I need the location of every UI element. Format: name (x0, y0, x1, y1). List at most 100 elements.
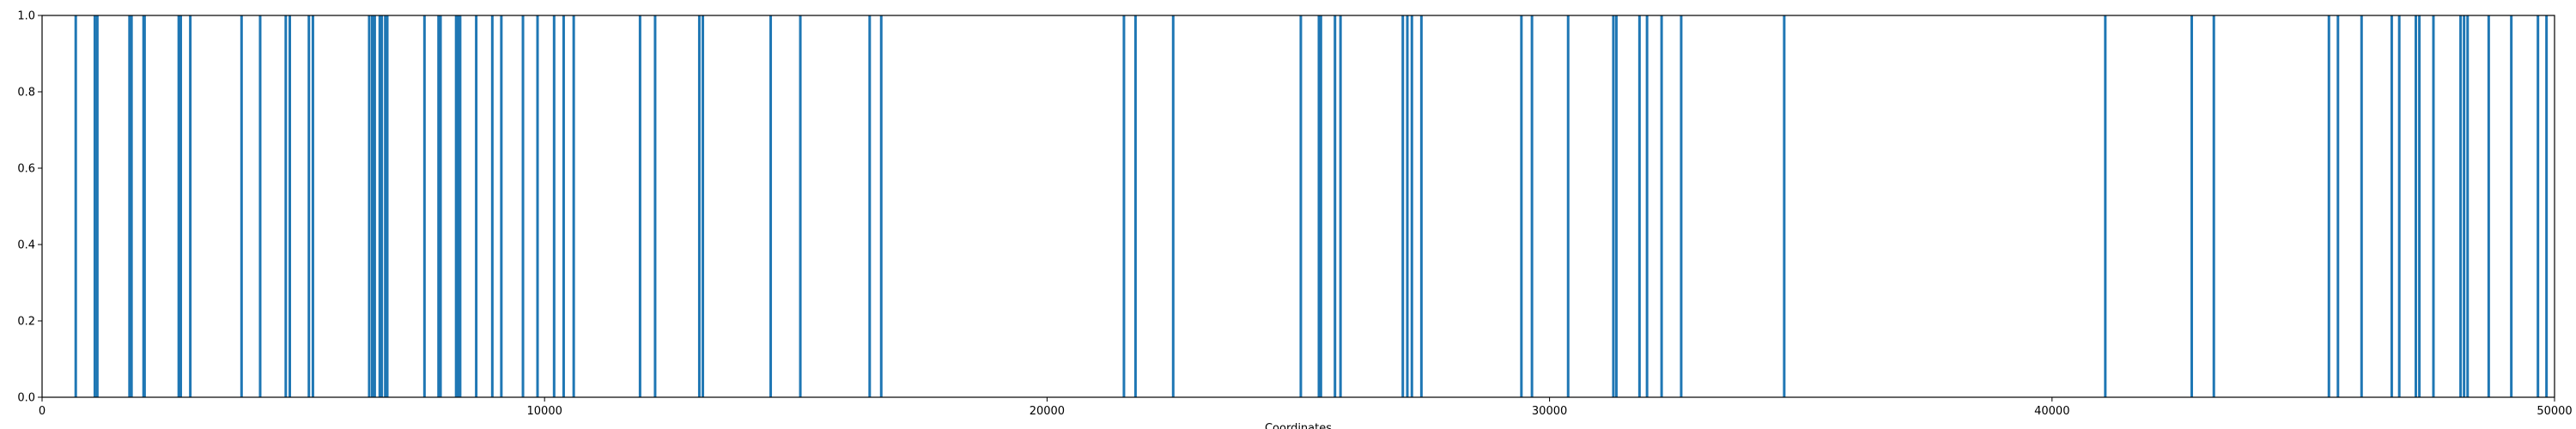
bar (2432, 15, 2435, 397)
bar (1122, 15, 1126, 397)
bar (1614, 15, 1618, 397)
bar (1645, 15, 1649, 397)
bar (552, 15, 556, 397)
bar (1419, 15, 1423, 397)
bar (1612, 15, 1615, 397)
y-tick-label: 0.6 (17, 163, 35, 176)
bar (2414, 15, 2417, 397)
bar (457, 15, 460, 397)
bar (422, 15, 426, 397)
bar (2466, 15, 2470, 397)
bar (475, 15, 478, 397)
bar (1410, 15, 1413, 397)
bar (95, 15, 99, 397)
bar (1530, 15, 1534, 397)
bar (500, 15, 503, 397)
bar (1317, 15, 1321, 397)
bar (638, 15, 641, 397)
bar (1680, 15, 1683, 397)
bar (373, 15, 376, 397)
bar (1660, 15, 1663, 397)
bar (74, 15, 77, 397)
bar (1566, 15, 1570, 397)
bar (879, 15, 883, 397)
bar (459, 15, 462, 397)
y-tick-label: 1.0 (17, 10, 35, 23)
bar (289, 15, 291, 397)
bar (2487, 15, 2490, 397)
bar (311, 15, 314, 397)
y-axis: 0.0 0.2 0.4 0.6 0.8 1.0 (17, 10, 42, 405)
x-axis-label: Coordinates (1265, 422, 1332, 429)
bar (189, 15, 192, 397)
x-tick-label: 30000 (1532, 405, 1567, 418)
bar (2510, 15, 2513, 397)
x-tick-label: 20000 (1030, 405, 1065, 418)
bar (1299, 15, 1303, 397)
bar (2545, 15, 2549, 397)
bar (1339, 15, 1342, 397)
bar (2327, 15, 2330, 397)
bar (769, 15, 773, 397)
bar (799, 15, 802, 397)
x-tick-label: 0 (39, 405, 46, 418)
bar (128, 15, 131, 397)
bar (2190, 15, 2193, 397)
y-tick-label: 0.2 (17, 316, 35, 329)
bar (437, 15, 440, 397)
bar (93, 15, 96, 397)
bar (143, 15, 146, 397)
bar (1783, 15, 1786, 397)
bar (2360, 15, 2363, 397)
bar (240, 15, 243, 397)
bar (1133, 15, 1137, 397)
y-tick-label: 0.0 (17, 392, 35, 405)
bar (490, 15, 494, 397)
bar (370, 15, 374, 397)
bar (2463, 15, 2466, 397)
bar (384, 15, 387, 397)
bar (258, 15, 262, 397)
bar (2397, 15, 2401, 397)
bar (284, 15, 288, 397)
y-tick-label: 0.8 (17, 87, 35, 100)
bar (1520, 15, 1523, 397)
bar (1334, 15, 1337, 397)
bar (1319, 15, 1322, 397)
bar (697, 15, 701, 397)
bar (380, 15, 384, 397)
bar (2104, 15, 2107, 397)
y-tick-label: 0.4 (17, 239, 35, 252)
bars (74, 15, 2549, 397)
bar (2212, 15, 2215, 397)
bar (378, 15, 381, 397)
bar (439, 15, 442, 397)
bar (653, 15, 657, 397)
bar (1406, 15, 1409, 397)
bar (179, 15, 183, 397)
bar (702, 15, 705, 397)
bar (1171, 15, 1175, 397)
bar (454, 15, 458, 397)
bar (868, 15, 872, 397)
bar (130, 15, 133, 397)
x-tick-label: 40000 (2034, 405, 2069, 418)
x-tick-label: 50000 (2537, 405, 2572, 418)
bar (177, 15, 180, 397)
bar (536, 15, 539, 397)
bar (386, 15, 389, 397)
bar (2336, 15, 2340, 397)
bar (1637, 15, 1641, 397)
x-axis: 0 10000 20000 30000 40000 50000 (39, 397, 2573, 418)
bar (368, 15, 371, 397)
bar (2390, 15, 2393, 397)
bar (307, 15, 311, 397)
bar (562, 15, 565, 397)
x-tick-label: 10000 (527, 405, 562, 418)
bar (572, 15, 575, 397)
bar (2418, 15, 2421, 397)
bar (2537, 15, 2540, 397)
bar (2459, 15, 2463, 397)
bar (1401, 15, 1405, 397)
